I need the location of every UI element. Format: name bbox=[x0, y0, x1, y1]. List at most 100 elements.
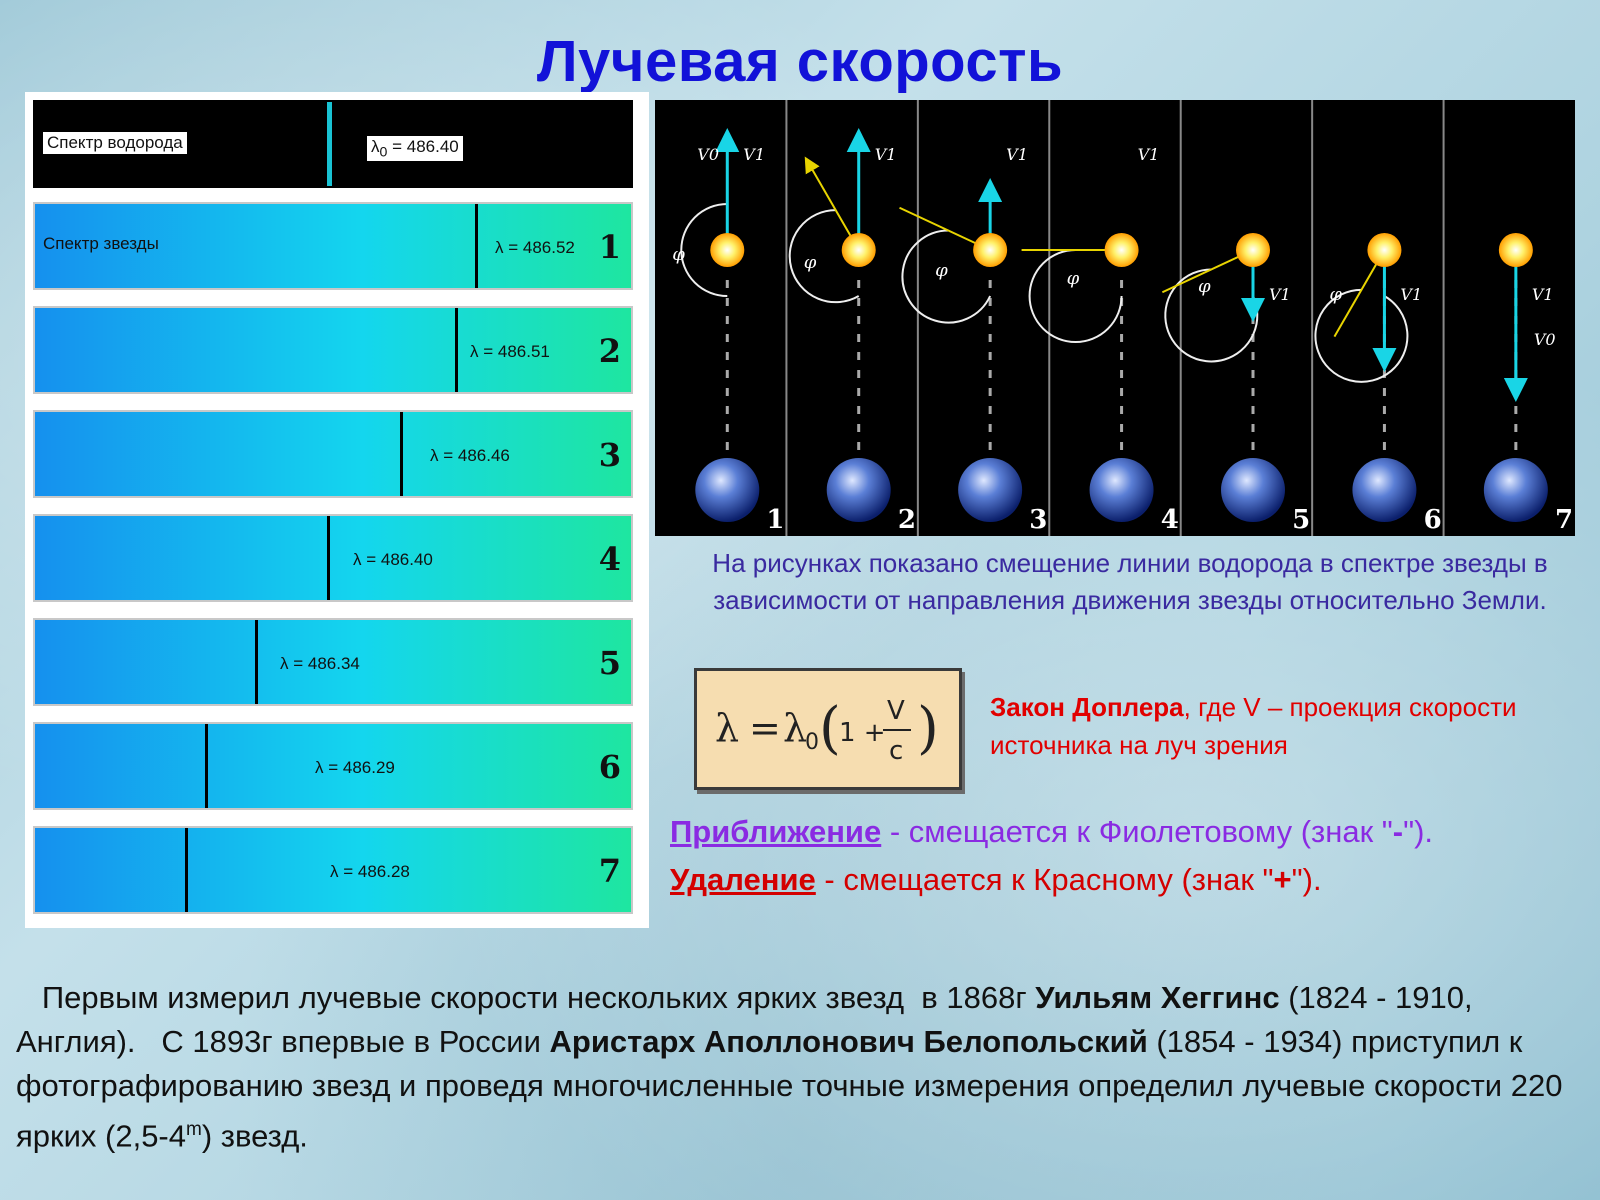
lambda-label: λ = 486.51 bbox=[470, 342, 550, 361]
phi-label: φ bbox=[1198, 276, 1211, 297]
doppler-formula: λ = λ 0 ( 1 + V c ) bbox=[694, 668, 962, 790]
v1-label: V1 bbox=[743, 145, 765, 164]
star-spectrum-label: Спектр звезды bbox=[43, 234, 159, 253]
spectrum-number: 1 bbox=[598, 228, 621, 266]
recede-sign: + bbox=[1273, 862, 1292, 897]
spectrum-number: 3 bbox=[598, 436, 621, 474]
earth-icon bbox=[1089, 458, 1154, 522]
star-icon bbox=[1498, 233, 1533, 267]
v1-label: V1 bbox=[1400, 285, 1422, 304]
formula-one-plus: 1 + bbox=[839, 718, 886, 748]
earth-icon bbox=[826, 458, 891, 522]
person-huggins: Уильям Хеггинс bbox=[1035, 980, 1280, 1015]
v0-label: V0 bbox=[697, 145, 719, 164]
star-icon bbox=[973, 233, 1008, 267]
phi-label: φ bbox=[804, 252, 817, 273]
angle-arc bbox=[901, 229, 992, 324]
panel-number: 1 bbox=[766, 505, 784, 535]
panel-number: 3 bbox=[1029, 505, 1047, 535]
figure-description: На рисунках показано смещение линии водо… bbox=[712, 548, 1548, 615]
lambda-label: λ = 486.34 bbox=[280, 654, 360, 673]
spectrum-number: 2 bbox=[598, 332, 621, 370]
spectrum-number: 5 bbox=[598, 644, 621, 682]
spectrum-number: 7 bbox=[598, 852, 621, 890]
spectral-line bbox=[400, 412, 403, 496]
formula-paren-left: ( bbox=[819, 696, 841, 761]
v1-label: V1 bbox=[1532, 285, 1554, 304]
lambda-label: λ = 486.28 bbox=[330, 862, 410, 881]
lambda-label: λ = 486.29 bbox=[315, 758, 395, 777]
panel-number: 4 bbox=[1161, 505, 1179, 535]
star-spectrum-3: λ = 486.46 3 bbox=[33, 410, 633, 498]
star-icon bbox=[1104, 233, 1139, 267]
spectrum-number: 6 bbox=[598, 748, 621, 786]
earth-icon bbox=[695, 458, 760, 522]
formula-lambda: λ bbox=[715, 706, 739, 750]
hydrogen-spectrum: Спектр водорода λ0 = 486.40 bbox=[33, 100, 633, 188]
history-paragraph: Первым измерил лучевые скорости нескольк… bbox=[16, 980, 1563, 1154]
star-motion-svg: V1 V0 φ 1 V1 φ 2 V1 φ 3 V1 φ 4 V1 φ 5 V1 φ 6 V1 V0 7 bbox=[672, 100, 1573, 536]
approach-rule: Приближение - смещается к Фиолетовому (з… bbox=[670, 814, 1434, 849]
star-spectrum-7: λ = 486.28 7 bbox=[33, 826, 633, 914]
star-icon bbox=[841, 233, 876, 267]
phi-label: φ bbox=[672, 244, 685, 265]
recede-rule: Удаление - смещается к Красному (знак "+… bbox=[670, 862, 1322, 897]
earth-icon bbox=[1221, 458, 1285, 522]
spectrum-number: 4 bbox=[598, 540, 621, 578]
hydrogen-line bbox=[327, 102, 332, 186]
angle-arc bbox=[680, 203, 728, 297]
page-title: Лучевая скорость bbox=[536, 29, 1064, 94]
spectral-line bbox=[475, 204, 478, 288]
formula-c: c bbox=[889, 736, 903, 766]
lambda-label: λ = 486.52 bbox=[495, 238, 575, 257]
spectra-figure: Спектр водорода λ0 = 486.40 Спектр звезд… bbox=[25, 92, 649, 928]
star-motion-diagram: V1 V0 φ 1 V1 φ 2 V1 φ 3 V1 φ 4 V1 φ 5 V1 φ 6 V1 V0 7 bbox=[655, 100, 1575, 536]
lambda-label: λ = 486.46 bbox=[430, 446, 510, 465]
formula-lambda0: λ bbox=[783, 706, 807, 750]
doppler-law-text: , где V – проекция скорости источника на… bbox=[990, 692, 1517, 760]
spectral-line bbox=[185, 828, 188, 912]
star-icon bbox=[1367, 233, 1402, 267]
angle-arc bbox=[1314, 288, 1409, 383]
panel-number: 5 bbox=[1292, 505, 1310, 535]
panel-number: 6 bbox=[1424, 505, 1442, 535]
person-belopolsky: Аристарх Аполлонович Белопольский bbox=[549, 1024, 1148, 1059]
phi-label: φ bbox=[1329, 284, 1342, 305]
angle-arc bbox=[1028, 249, 1123, 343]
v1-label: V1 bbox=[875, 145, 897, 164]
star-spectrum-2: λ = 486.51 2 bbox=[33, 306, 633, 394]
phi-label: φ bbox=[935, 260, 948, 281]
panel-number: 2 bbox=[898, 505, 916, 535]
lambda0-label: λ0 = 486.40 bbox=[367, 136, 463, 162]
v1-label: V1 bbox=[1006, 145, 1028, 164]
panel-number: 7 bbox=[1555, 505, 1573, 535]
angle-arc bbox=[1164, 268, 1259, 363]
star-spectrum-4: λ = 486.40 4 bbox=[33, 514, 633, 602]
shift-rules: Приближение - смещается к Фиолетовому (з… bbox=[670, 808, 1590, 904]
doppler-law: Закон Доплера, где V – проекция скорости… bbox=[990, 688, 1570, 764]
doppler-law-title: Закон Доплера bbox=[990, 692, 1184, 722]
phi-label: φ bbox=[1067, 268, 1080, 289]
recede-term: Удаление bbox=[670, 862, 816, 897]
star-icon bbox=[1236, 233, 1270, 267]
lambda-label: λ = 486.40 bbox=[353, 550, 433, 569]
earth-icon bbox=[1483, 458, 1548, 522]
hydrogen-spectrum-label: Спектр водорода bbox=[43, 132, 187, 154]
spectral-line bbox=[455, 308, 458, 392]
star-spectrum-1: Спектр звезды λ = 486.52 1 bbox=[33, 202, 633, 290]
star-icon bbox=[710, 233, 745, 267]
formula-svg: λ = λ 0 ( 1 + V c ) bbox=[715, 696, 939, 766]
approach-sign: - bbox=[1392, 814, 1404, 849]
angle-arc bbox=[788, 209, 860, 304]
formula-equals: = bbox=[749, 706, 781, 750]
earth-icon bbox=[1352, 458, 1417, 522]
star-spectrum-6: λ = 486.29 6 bbox=[33, 722, 633, 810]
v0-label: V0 bbox=[1534, 330, 1556, 349]
spectral-line bbox=[327, 516, 330, 600]
star-spectrum-5: λ = 486.34 5 bbox=[33, 618, 633, 706]
formula-v: V bbox=[887, 696, 905, 726]
spectral-line bbox=[205, 724, 208, 808]
spectral-line bbox=[255, 620, 258, 704]
formula-subscript: 0 bbox=[805, 730, 819, 755]
approach-term: Приближение bbox=[670, 814, 882, 849]
